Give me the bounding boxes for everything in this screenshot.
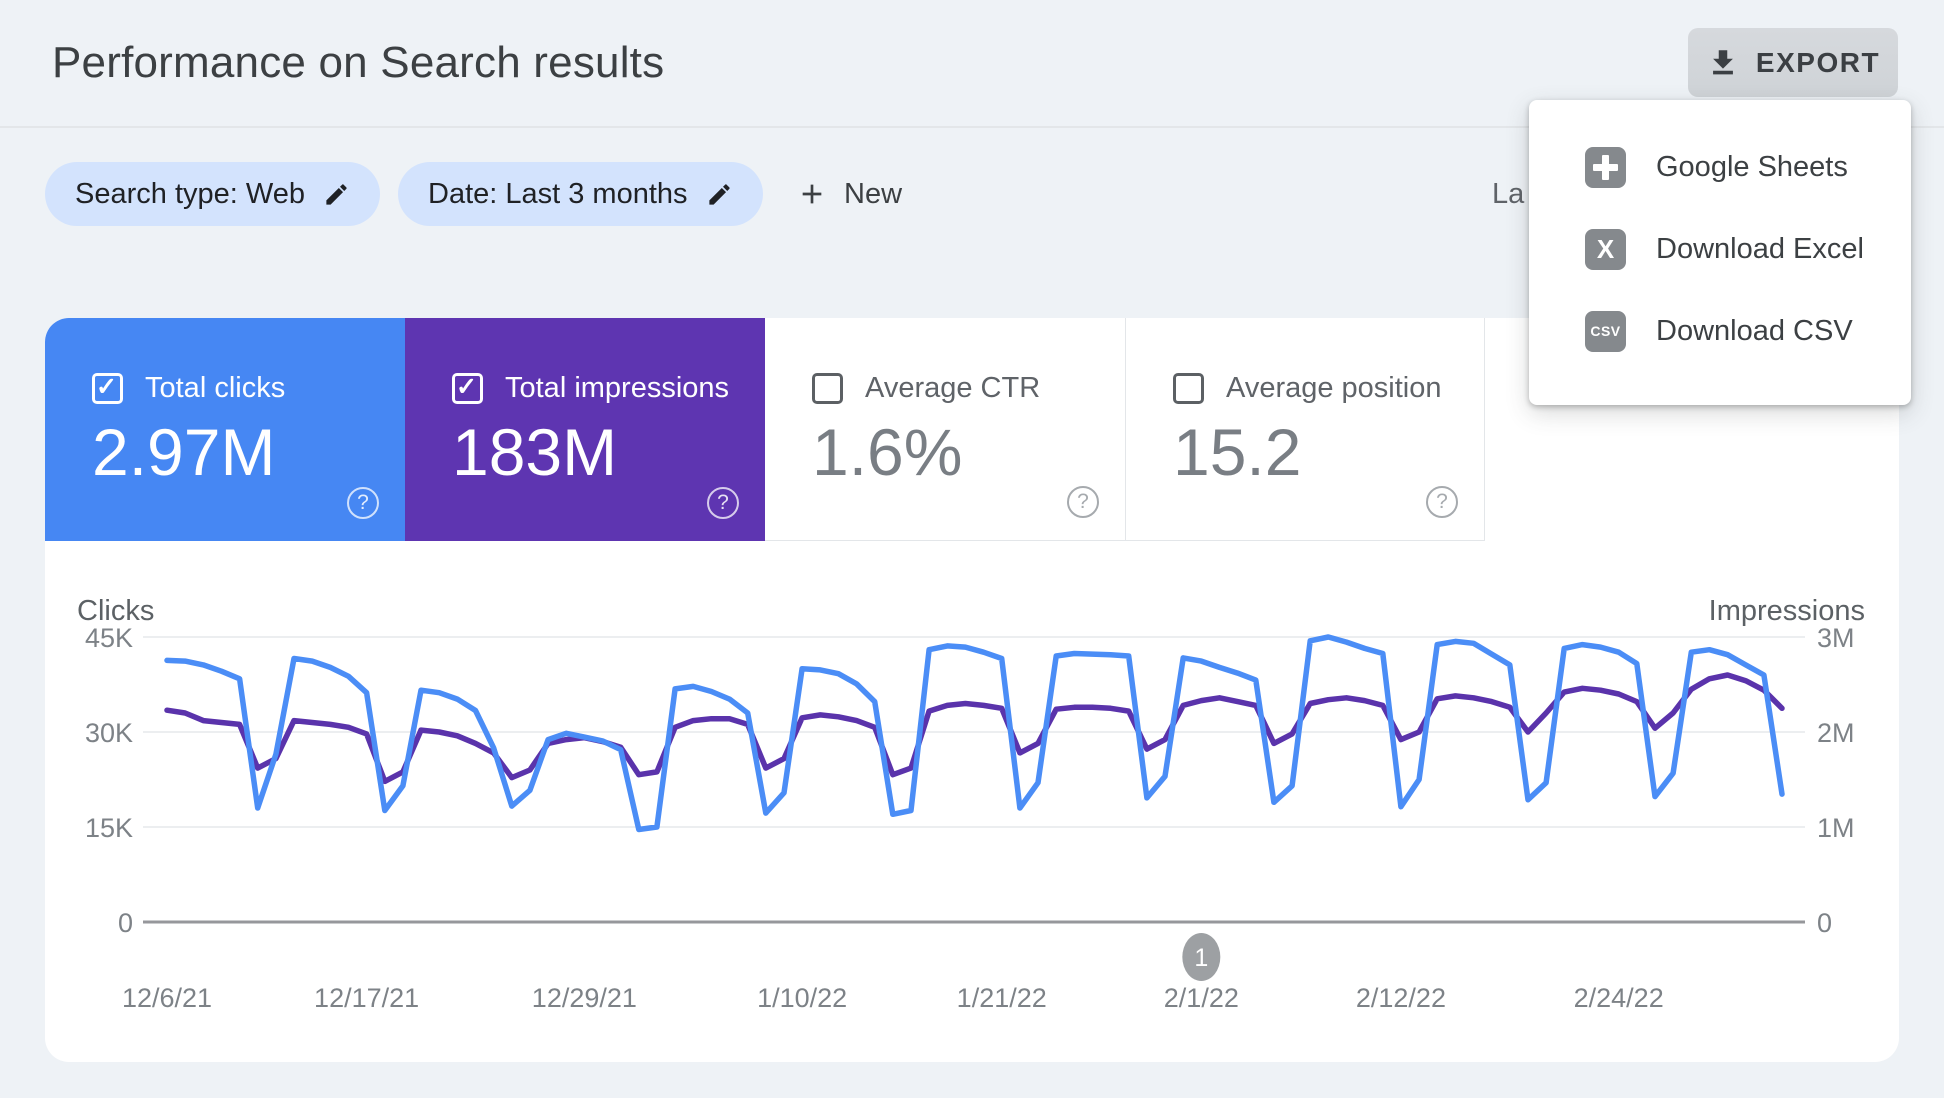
- checkbox-unchecked-icon[interactable]: [812, 373, 843, 404]
- menu-item-download-csv[interactable]: CSV Download CSV: [1529, 290, 1911, 372]
- date-filter-chip[interactable]: Date: Last 3 months: [398, 162, 763, 226]
- x-axis-date-tick: 12/29/21: [532, 983, 637, 1013]
- metric-card-label: Total impressions: [505, 372, 730, 404]
- metric-card-average-position[interactable]: Average position 15.2 ?: [1125, 318, 1485, 541]
- search-type-chip[interactable]: Search type: Web: [45, 162, 380, 226]
- metric-card-total-impressions[interactable]: Total impressions 183M ?: [405, 318, 765, 541]
- left-axis-tick: 15K: [85, 813, 133, 843]
- x-axis-date-tick: 2/12/22: [1356, 983, 1446, 1013]
- right-axis-tick: 2M: [1817, 718, 1855, 748]
- pagination-page-number: 1: [1194, 944, 1208, 972]
- metric-card-label: Average CTR: [865, 372, 1041, 404]
- metric-card-value: 1.6%: [812, 415, 963, 489]
- metric-card-label: Average position: [1226, 372, 1442, 404]
- google-sheets-icon: [1585, 146, 1626, 188]
- export-menu: Google Sheets X Download Excel CSV Downl…: [1529, 100, 1911, 405]
- right-axis-tick: 1M: [1817, 813, 1855, 843]
- metric-card-value: 183M: [452, 415, 618, 489]
- menu-item-label: Download CSV: [1656, 314, 1853, 347]
- edit-pencil-icon: [708, 183, 730, 205]
- menu-item-download-excel[interactable]: X Download Excel: [1529, 208, 1911, 290]
- new-filter-label: New: [844, 177, 903, 210]
- metric-card-value: 15.2: [1173, 415, 1302, 489]
- help-icon[interactable]: ?: [347, 487, 379, 519]
- new-filter-button[interactable]: New: [782, 162, 916, 226]
- impressions-line: [164, 672, 1785, 785]
- header-divider: [0, 126, 1944, 128]
- help-icon[interactable]: ?: [1426, 486, 1458, 518]
- metric-card-average-ctr[interactable]: Average CTR 1.6% ?: [765, 318, 1125, 541]
- left-axis-tick: 0: [118, 908, 133, 938]
- metric-card-value: 2.97M: [92, 415, 276, 489]
- metric-card-total-clicks[interactable]: Total clicks 2.97M ?: [45, 318, 405, 541]
- right-axis-tick: 3M: [1817, 623, 1855, 653]
- page-title: Performance on Search results: [52, 38, 665, 87]
- x-axis-date-tick: 12/6/21: [122, 983, 212, 1013]
- x-axis-date-tick: 2/1/22: [1164, 983, 1239, 1013]
- checkbox-unchecked-icon[interactable]: [1173, 373, 1204, 404]
- export-button-label: EXPORT: [1755, 46, 1881, 78]
- menu-item-label: Download Excel: [1656, 232, 1864, 265]
- menu-item-label: Google Sheets: [1656, 150, 1848, 183]
- excel-icon: X: [1585, 228, 1626, 270]
- csv-icon: CSV: [1585, 310, 1626, 352]
- download-icon: [1713, 49, 1733, 74]
- right-axis-tick: 0: [1817, 908, 1832, 938]
- edit-pencil-icon: [326, 183, 347, 205]
- menu-item-google-sheets[interactable]: Google Sheets: [1529, 126, 1911, 208]
- pagination-page-1-badge[interactable]: [1182, 933, 1221, 981]
- metric-cards-row: Total clicks 2.97M ? Total impressions 1…: [45, 318, 1485, 541]
- export-button[interactable]: EXPORT: [1688, 28, 1898, 97]
- right-axis-title: Impressions: [1709, 595, 1865, 627]
- performance-panel: Total clicks 2.97M ? Total impressions 1…: [45, 318, 1899, 1062]
- date-filter-chip-label: Date: Last 3 months: [428, 177, 688, 210]
- checkbox-checked-icon[interactable]: [92, 372, 123, 404]
- help-icon[interactable]: ?: [707, 487, 739, 519]
- plus-icon: [802, 184, 822, 204]
- left-axis-title: Clicks: [77, 595, 154, 627]
- clicks-line: [164, 634, 1785, 833]
- metric-card-label: Total clicks: [145, 372, 286, 404]
- last-updated-text-truncated: La: [1492, 178, 1525, 210]
- performance-line-chart[interactable]: Clicks Impressions 45K 30K 15K 0 3M 2M 1M 0 12/6/2…: [45, 541, 1899, 1062]
- help-icon[interactable]: ?: [1067, 486, 1099, 518]
- search-type-chip-label: Search type: Web: [75, 177, 305, 210]
- x-axis-date-tick: 2/24/22: [1574, 983, 1664, 1013]
- x-axis-date-tick: 1/10/22: [757, 983, 847, 1013]
- left-axis-tick: 30K: [85, 718, 133, 748]
- checkbox-checked-icon[interactable]: [452, 372, 483, 404]
- x-axis-date-tick: 12/17/21: [314, 983, 419, 1013]
- x-axis-date-tick: 1/21/22: [957, 983, 1047, 1013]
- left-axis-tick: 45K: [85, 623, 133, 653]
